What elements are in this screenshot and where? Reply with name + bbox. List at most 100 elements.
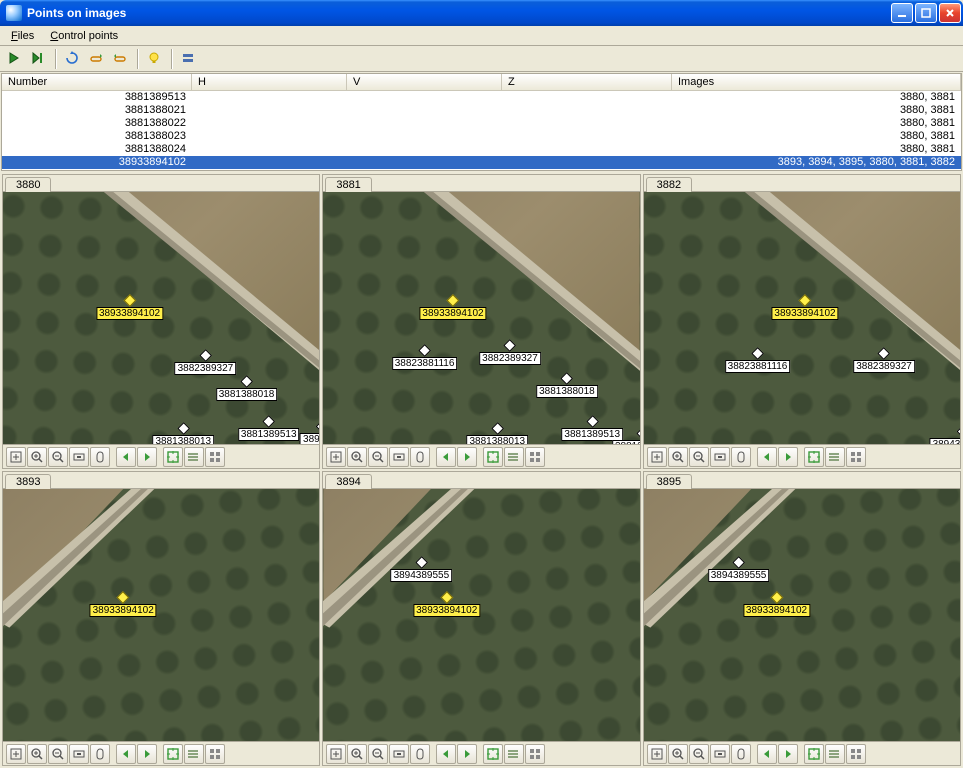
target-button[interactable]	[163, 447, 183, 467]
minimize-button[interactable]	[891, 3, 913, 23]
panel-tab[interactable]: 3894	[325, 474, 371, 489]
aerial-image[interactable]: 389438955538933894102	[323, 489, 639, 741]
table-row[interactable]: 38813895133880, 3881	[2, 91, 961, 104]
table-row[interactable]: 38813880213880, 3881	[2, 104, 961, 117]
aerial-image[interactable]: 3893389410238823893273881388018388138951…	[3, 192, 319, 444]
pan-button[interactable]	[731, 744, 751, 764]
next-button[interactable]	[137, 447, 157, 467]
grid-button[interactable]	[205, 447, 225, 467]
zoom-in-button[interactable]	[347, 744, 367, 764]
grid-button[interactable]	[846, 447, 866, 467]
zoom-out-button[interactable]	[48, 447, 68, 467]
one-to-one-button[interactable]	[69, 744, 89, 764]
fit-button[interactable]	[647, 744, 667, 764]
next-button[interactable]	[137, 744, 157, 764]
prev-button[interactable]	[757, 447, 777, 467]
next-button[interactable]	[778, 744, 798, 764]
grid-button[interactable]	[846, 744, 866, 764]
zoom-out-button[interactable]	[368, 744, 388, 764]
grid-button[interactable]	[525, 744, 545, 764]
rows-button[interactable]	[178, 48, 200, 70]
pan-button[interactable]	[90, 447, 110, 467]
refresh-button[interactable]	[62, 48, 84, 70]
table-body[interactable]: 38813895133880, 388138813880213880, 3881…	[2, 91, 961, 170]
prev-button[interactable]	[116, 447, 136, 467]
menu-files[interactable]: Files	[4, 28, 41, 44]
fit-button[interactable]	[326, 447, 346, 467]
one-to-one-button[interactable]	[710, 447, 730, 467]
menu-control-points[interactable]: Control points	[43, 28, 125, 44]
aerial-image[interactable]: 389438955538933894102	[644, 489, 960, 741]
table-row[interactable]: 38943895583894, 3895, 3880, 3881	[2, 169, 961, 170]
list-button[interactable]	[504, 744, 524, 764]
pan-icon	[413, 747, 427, 761]
col-images[interactable]: Images	[672, 74, 961, 90]
target-button[interactable]	[804, 447, 824, 467]
pan-button[interactable]	[410, 447, 430, 467]
aerial-image[interactable]: 3893389410238823881116388238932738813880…	[323, 192, 639, 444]
prev-button[interactable]	[116, 744, 136, 764]
play-button[interactable]	[4, 48, 26, 70]
list-button[interactable]	[825, 744, 845, 764]
target-button[interactable]	[483, 744, 503, 764]
panel-tab[interactable]: 3882	[646, 177, 692, 192]
one-to-one-button[interactable]	[69, 447, 89, 467]
fit-button[interactable]	[6, 447, 26, 467]
next-button[interactable]	[457, 447, 477, 467]
next-button[interactable]	[457, 744, 477, 764]
pan-button[interactable]	[731, 447, 751, 467]
col-h[interactable]: H	[192, 74, 347, 90]
aerial-image[interactable]: 3893389410238823881116388238932738943894…	[644, 192, 960, 444]
next-button[interactable]	[778, 447, 798, 467]
target-button[interactable]	[483, 447, 503, 467]
fit-button[interactable]	[326, 744, 346, 764]
panel-tab[interactable]: 3895	[646, 474, 692, 489]
zoom-out-button[interactable]	[689, 744, 709, 764]
table-row[interactable]: 38813880233880, 3881	[2, 130, 961, 143]
list-button[interactable]	[184, 744, 204, 764]
target-button[interactable]	[804, 744, 824, 764]
close-button[interactable]	[939, 3, 961, 23]
zoom-in-button[interactable]	[27, 744, 47, 764]
image-panel-3895: 3895389438955538933894102	[643, 471, 961, 766]
aerial-image[interactable]: 38933894102	[3, 489, 319, 741]
list-button[interactable]	[504, 447, 524, 467]
panel-tab[interactable]: 3880	[5, 177, 51, 192]
col-v[interactable]: V	[347, 74, 502, 90]
zoom-in-button[interactable]	[668, 447, 688, 467]
play-next-button[interactable]	[28, 48, 50, 70]
grid-button[interactable]	[205, 744, 225, 764]
zoom-in-button[interactable]	[27, 447, 47, 467]
bulb-button[interactable]	[144, 48, 166, 70]
link-add-button[interactable]	[86, 48, 108, 70]
prev-button[interactable]	[436, 447, 456, 467]
panel-tab[interactable]: 3881	[325, 177, 371, 192]
panel-tab[interactable]: 3893	[5, 474, 51, 489]
target-button[interactable]	[163, 744, 183, 764]
one-to-one-button[interactable]	[710, 744, 730, 764]
link-go-button[interactable]	[110, 48, 132, 70]
fit-button[interactable]	[6, 744, 26, 764]
grid-button[interactable]	[525, 447, 545, 467]
image-panel-3881: 3881389338941023882388111638823893273881…	[322, 174, 640, 469]
col-number[interactable]: Number	[2, 74, 192, 90]
col-z[interactable]: Z	[502, 74, 672, 90]
zoom-out-button[interactable]	[368, 447, 388, 467]
list-button[interactable]	[825, 447, 845, 467]
table-row[interactable]: 38813880223880, 3881	[2, 117, 961, 130]
pan-button[interactable]	[90, 744, 110, 764]
zoom-in-button[interactable]	[347, 447, 367, 467]
one-to-one-button[interactable]	[389, 447, 409, 467]
zoom-out-button[interactable]	[48, 744, 68, 764]
zoom-out-button[interactable]	[689, 447, 709, 467]
fit-button[interactable]	[647, 447, 667, 467]
pan-button[interactable]	[410, 744, 430, 764]
table-row[interactable]: 389338941023893, 3894, 3895, 3880, 3881,…	[2, 156, 961, 169]
one-to-one-button[interactable]	[389, 744, 409, 764]
table-row[interactable]: 38813880243880, 3881	[2, 143, 961, 156]
prev-button[interactable]	[436, 744, 456, 764]
list-button[interactable]	[184, 447, 204, 467]
prev-button[interactable]	[757, 744, 777, 764]
maximize-button[interactable]	[915, 3, 937, 23]
zoom-in-button[interactable]	[668, 744, 688, 764]
